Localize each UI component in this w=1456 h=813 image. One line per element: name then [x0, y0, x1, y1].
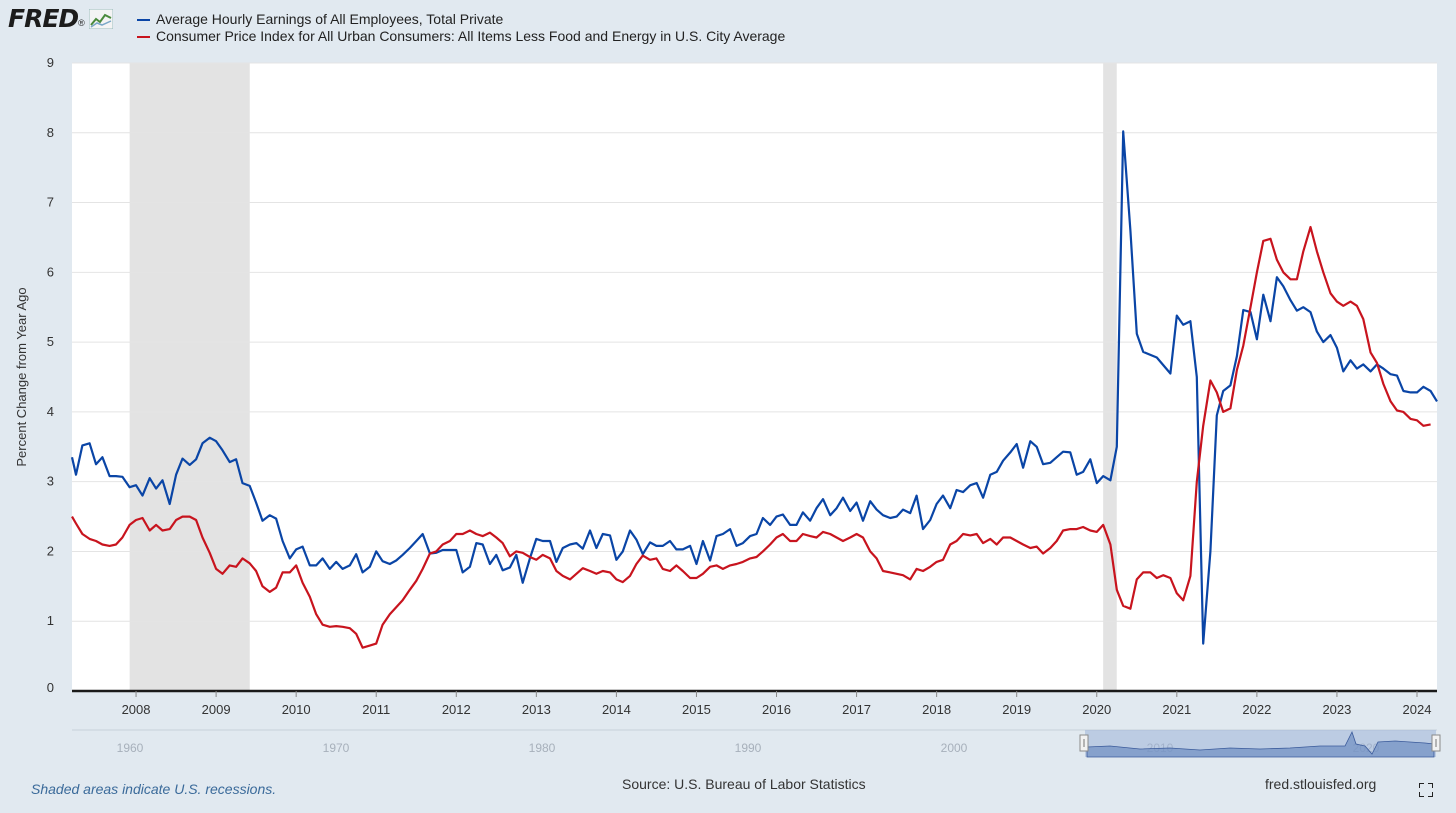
x-tick-label: 2023 — [1322, 702, 1351, 717]
y-tick-label: 7 — [47, 195, 54, 210]
navigator-year-label: 1990 — [735, 741, 762, 755]
x-tick-label: 2018 — [922, 702, 951, 717]
legend-label-cpi: Consumer Price Index for All Urban Consu… — [156, 28, 786, 44]
recession-band-1 — [1103, 63, 1117, 691]
y-tick-label: 5 — [47, 334, 54, 349]
y-tick-label: 3 — [47, 474, 54, 489]
recession-note: Shaded areas indicate U.S. recessions. — [31, 781, 277, 797]
y-tick-label: 9 — [47, 55, 54, 70]
x-tick-label: 2008 — [122, 702, 151, 717]
x-tick-label: 2012 — [442, 702, 471, 717]
x-tick-label: 2015 — [682, 702, 711, 717]
x-tick-label: 2014 — [602, 702, 631, 717]
series-line-earnings[interactable] — [70, 130, 1438, 645]
y-axis-ticks: 0 1 2 3 4 5 6 7 8 9 — [47, 55, 54, 695]
legend-swatch-cpi — [137, 35, 150, 38]
x-tick-label: 2024 — [1403, 702, 1432, 717]
legend-label-earnings: Average Hourly Earnings of All Employees… — [156, 11, 504, 27]
grid-lines — [72, 62, 1437, 622]
x-tick-label: 2016 — [762, 702, 791, 717]
series-line-cpi[interactable] — [71, 225, 1431, 649]
navigator-year-label: 1970 — [323, 741, 350, 755]
chart-legend: Average Hourly Earnings of All Employees… — [137, 11, 785, 45]
x-tick-label: 2019 — [1002, 702, 1031, 717]
fred-logo[interactable]: FRED ® — [8, 4, 113, 33]
registered-mark: ® — [78, 17, 85, 28]
series-lines — [70, 130, 1438, 649]
fred-logo-text: FRED — [8, 4, 79, 33]
y-tick-label: 8 — [47, 125, 54, 140]
navigator-mini-series — [1086, 730, 1435, 758]
x-axis-ticks: 2008 2009 2010 2011 2012 2013 2014 2015 2016 2017… — [122, 691, 1432, 717]
legend-item-earnings[interactable]: Average Hourly Earnings of All Employees… — [137, 11, 785, 28]
y-tick-label: 6 — [47, 264, 54, 279]
navigator-year-label: 1960 — [117, 741, 144, 755]
navigator-year-label: 2000 — [941, 741, 968, 755]
x-tick-label: 2020 — [1082, 702, 1111, 717]
x-tick-label: 2011 — [362, 702, 390, 717]
x-tick-label: 2017 — [842, 702, 871, 717]
x-tick-label: 2013 — [522, 702, 551, 717]
x-tick-label: 2009 — [202, 702, 231, 717]
x-tick-label: 2010 — [282, 702, 311, 717]
navigator-year-label: 1980 — [529, 741, 556, 755]
fred-chart-icon — [88, 8, 113, 29]
site-url-link[interactable]: fred.stlouisfed.org — [1265, 776, 1377, 792]
x-tick-label: 2022 — [1242, 702, 1271, 717]
y-tick-label: 2 — [47, 543, 54, 558]
y-tick-label: 4 — [47, 404, 54, 419]
source-text: Source: U.S. Bureau of Labor Statistics — [622, 776, 866, 792]
legend-item-cpi[interactable]: Consumer Price Index for All Urban Consu… — [137, 28, 785, 45]
recession-band-0 — [129, 63, 250, 691]
range-navigator[interactable]: 1960197019801990200020102020 — [72, 729, 1441, 758]
x-tick-label: 2021 — [1162, 702, 1191, 717]
legend-swatch-earnings — [137, 18, 150, 21]
plot-background — [72, 63, 1437, 691]
y-tick-label: 1 — [47, 613, 54, 628]
y-axis-label: Percent Change from Year Ago — [14, 287, 29, 466]
y-tick-label: 0 — [47, 680, 54, 695]
fullscreen-icon[interactable] — [1419, 783, 1433, 797]
